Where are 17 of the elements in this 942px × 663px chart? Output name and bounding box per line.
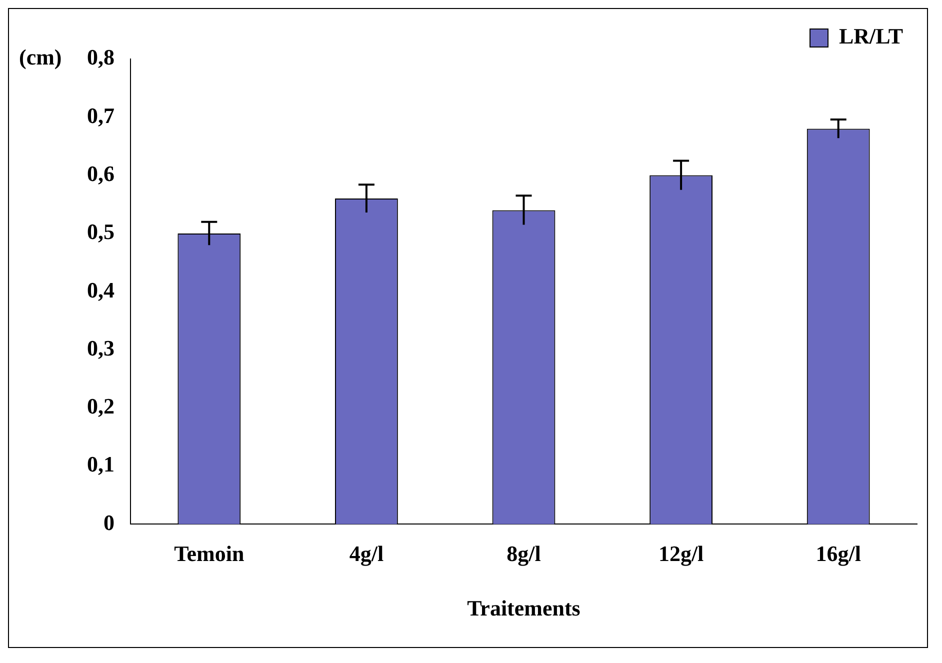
- y-tick-label: 0,6: [87, 160, 114, 186]
- x-tick-label: 12g/l: [658, 541, 704, 566]
- y-tick-label: 0,5: [87, 219, 114, 244]
- y-tick-label: 0,1: [87, 452, 114, 477]
- x-tick-label: 16g/l: [816, 541, 861, 566]
- y-tick-label: 0,2: [87, 394, 114, 419]
- y-tick-label: 0,4: [87, 277, 114, 302]
- y-tick-label: 0,3: [87, 335, 114, 360]
- y-tick-label: 0,8: [87, 44, 114, 70]
- x-tick-label: Temoin: [174, 541, 244, 566]
- x-tick-label: 8g/l: [506, 541, 541, 566]
- x-axis-title: Traitements: [467, 595, 581, 620]
- y-tick-label: 0: [104, 510, 114, 535]
- x-tick-label: 4g/l: [349, 541, 384, 566]
- y-axis-title: (cm): [19, 44, 62, 70]
- y-tick-label: 0,7: [87, 102, 114, 128]
- legend-label: LR/LT: [839, 24, 904, 49]
